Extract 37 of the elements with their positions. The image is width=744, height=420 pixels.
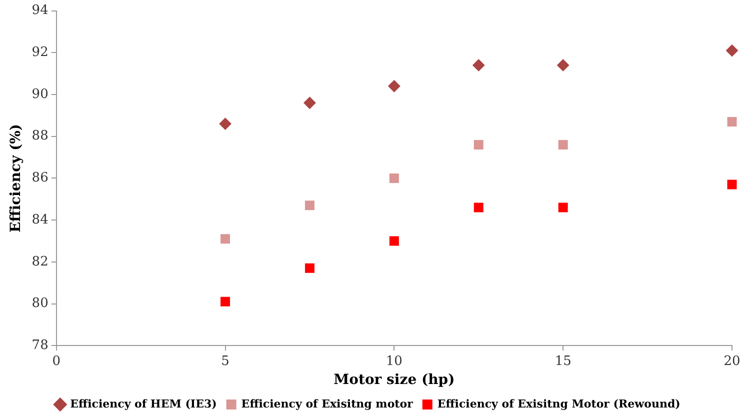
x-tick-label: 0 — [52, 354, 60, 369]
y-tick-label: 88 — [32, 128, 48, 144]
y-axis-title: Efficiency (%) — [8, 124, 24, 232]
point — [727, 180, 737, 190]
y-tick-label: 80 — [32, 296, 48, 312]
point — [474, 202, 484, 212]
x-tick-label: 5 — [221, 354, 230, 369]
point — [220, 234, 230, 244]
point — [389, 236, 399, 246]
y-tick-label: 86 — [32, 170, 48, 186]
x-tick-label: 10 — [386, 354, 402, 369]
y-tick-label: 78 — [32, 338, 48, 353]
y-tick-label: 90 — [32, 86, 48, 102]
point — [472, 59, 485, 72]
y-tick-label: 94 — [32, 3, 48, 18]
point — [304, 96, 316, 109]
x-tick-label: 15 — [554, 354, 572, 369]
point — [558, 202, 568, 212]
point — [304, 263, 314, 273]
legend-label: Efficiency of HEM (IE3) — [70, 397, 217, 410]
y-tick-label: 84 — [32, 212, 48, 228]
y-tick-label: 92 — [32, 45, 48, 60]
point — [474, 140, 484, 150]
point — [304, 200, 314, 210]
point — [389, 173, 399, 183]
point — [726, 44, 738, 57]
point — [219, 118, 232, 130]
x-tick-label: 20 — [724, 354, 740, 369]
legend-label: Efficiency of Exisitng Motor (Rewound) — [437, 397, 680, 410]
point — [558, 140, 568, 150]
point — [220, 296, 230, 306]
legend-label: Efficiency of Exisitng motor — [241, 397, 414, 410]
point — [727, 116, 737, 126]
point — [388, 80, 400, 92]
x-axis-title: Motor size (hp) — [334, 372, 455, 388]
y-tick-label: 82 — [32, 254, 48, 270]
point — [557, 59, 570, 72]
